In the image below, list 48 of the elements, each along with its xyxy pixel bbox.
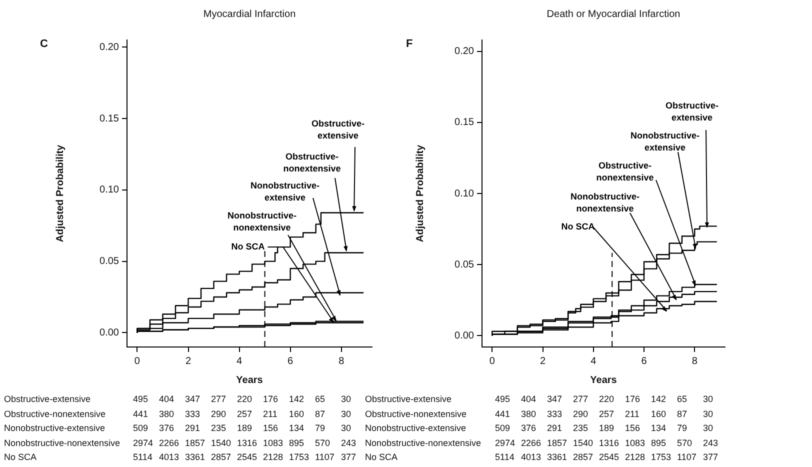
text: Obstructive-extensive xyxy=(311,118,365,140)
text: Obstructive-nonextensive xyxy=(596,160,654,182)
x-axis-title: Years xyxy=(590,374,618,386)
y-axis-title: Adjusted Probability xyxy=(54,144,66,242)
y-tick-label: 0.15 xyxy=(454,117,474,128)
x-tick-label: 2 xyxy=(185,356,192,367)
text: Nonobstructive-nonextensive xyxy=(570,191,640,214)
x-tick-label: 8 xyxy=(338,356,345,367)
text: No SCA xyxy=(231,241,266,252)
text: Obstructive-extensive 495 404 347 277 220 176 142 65 30 xyxy=(4,394,352,404)
text: Nonobstructive-nonextensive 2974 2266 1857 1540 1316 1083 895 570 243 xyxy=(4,438,356,448)
y-tick-label: 0.15 xyxy=(100,113,120,124)
y-tick-label: 0.20 xyxy=(454,46,474,58)
x-tick-label: 6 xyxy=(641,356,648,367)
text: Nonobstructive-extensive xyxy=(630,130,700,152)
y-tick-label: 0.05 xyxy=(100,256,120,268)
y-tick-label: 0.10 xyxy=(454,188,474,200)
text: No SCA 5114 4013 3361 2857 2545 2128 1753 1107 377 xyxy=(4,452,356,462)
text: No SCA xyxy=(561,221,596,232)
text: Nonobstructive-nonextensive xyxy=(227,210,297,232)
y-tick-label: 0.05 xyxy=(454,259,474,270)
y-tick-label: 0.10 xyxy=(100,184,120,196)
text: Nonobstructive-nonextensive 2974 2266 1857 1540 1316 1083 895 570 243 xyxy=(365,438,718,448)
x-axis-title: Years xyxy=(236,374,264,386)
text: Nonobstructive-extensive xyxy=(250,180,320,202)
text: C xyxy=(40,38,48,50)
text: Nonobstructive-extensive 509 376 291 235 189 156 134 79 30 xyxy=(365,423,714,433)
y-tick-label: 0.20 xyxy=(100,42,120,53)
x-tick-label: 4 xyxy=(590,356,597,367)
chart-title: Death or Myocardial Infarction xyxy=(546,8,680,20)
text: Obstructive-extensive xyxy=(665,100,719,122)
x-tick-label: 2 xyxy=(540,356,546,367)
x-tick-label: 0 xyxy=(489,356,496,367)
y-axis-title: Adjusted Probability xyxy=(414,144,426,242)
text: Obstructive-nonextensive 441 380 333 290 257 211 160 87 30 xyxy=(365,408,714,418)
y-tick-label: 0.00 xyxy=(100,327,120,338)
text: Obstructive-nonextensive xyxy=(283,151,341,174)
x-tick-label: 8 xyxy=(692,356,698,367)
x-tick-label: 4 xyxy=(236,356,243,367)
x-tick-label: 6 xyxy=(288,356,294,367)
text: Nonobstructive-extensive 509 376 291 235 189 156 134 79 30 xyxy=(4,423,352,433)
text: No SCA 5114 4013 3361 2857 2545 2128 1753 1107 377 xyxy=(365,452,718,462)
y-tick-label: 0.00 xyxy=(454,330,474,342)
text: Obstructive-extensive 495 404 347 277 220 176 142 65 30 xyxy=(365,394,714,404)
x-tick-label: 0 xyxy=(134,356,140,367)
text: Obstructive-nonextensive 441 380 333 290 257 211 160 87 30 xyxy=(4,408,352,418)
text: F xyxy=(406,38,413,50)
chart-title: Myocardial Infarction xyxy=(203,8,296,20)
